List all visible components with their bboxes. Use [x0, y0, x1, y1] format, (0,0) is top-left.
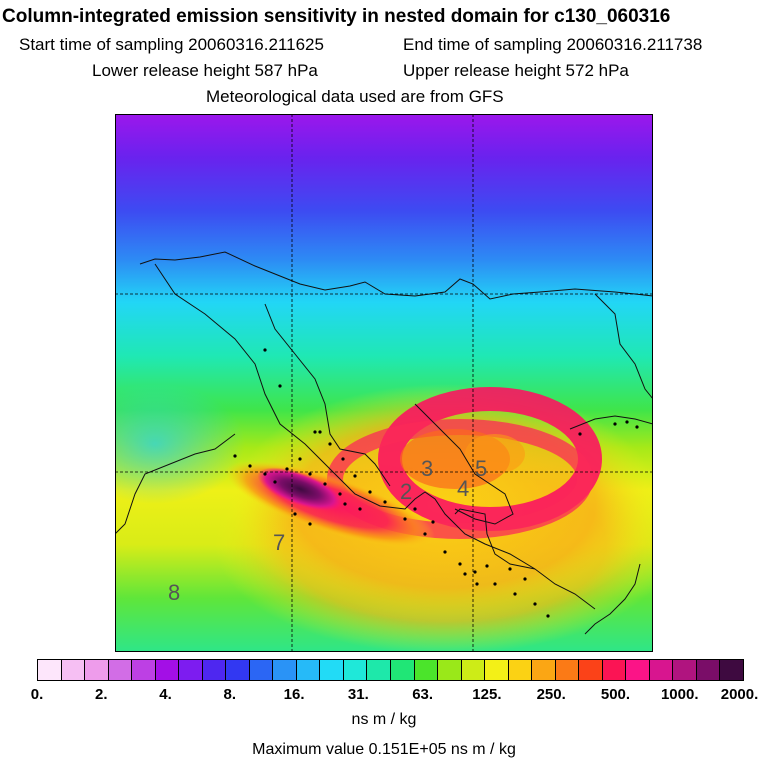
colorbar-tick-label: 1000. [660, 686, 699, 703]
colorbar-tick-label: 31. [347, 686, 369, 703]
colorbar-segment [179, 660, 203, 680]
colorbar-tick-label: 500. [600, 686, 631, 703]
map-frame [115, 114, 653, 652]
colorbar-segment [273, 660, 297, 680]
colorbar-segment [367, 660, 391, 680]
colorbar-tick-label: 250. [536, 686, 566, 703]
upper-release-label: Upper release height 572 hPa [403, 61, 629, 80]
colorbar-segment [226, 660, 250, 680]
colorbar-segment [626, 660, 650, 680]
colorbar-segment [320, 660, 344, 680]
colorbar-segment [602, 660, 627, 680]
colorbar-segment [555, 660, 580, 680]
colorbar-segment [414, 660, 439, 680]
colorbar-segment [155, 660, 180, 680]
end-time-label: End time of sampling 20060316.211738 [403, 35, 703, 54]
colorbar-segment [720, 660, 743, 680]
colorbar-tick-label: 125. [472, 686, 502, 703]
colorbar-ticks: 0. 2. 4. 8. 16. 31. 63. 125. 250. 500. 1000. 2000. [0, 686, 768, 706]
day-label-8: 8 [168, 580, 180, 605]
colorbar-segment [390, 660, 415, 680]
day-label-4: 4 [457, 476, 469, 501]
start-time-label: Start time of sampling 20060316.211625 [19, 35, 324, 54]
colorbar-segment [132, 660, 156, 680]
colorbar-segment [108, 660, 133, 680]
day-label-7: 7 [273, 530, 285, 555]
colorbar-segment [61, 660, 86, 680]
colorbar-tick-label: 4. [159, 686, 172, 703]
colorbar [37, 659, 744, 681]
colorbar-tick-label: 2. [95, 686, 108, 703]
met-data-label: Meteorological data used are from GFS [206, 87, 504, 106]
sensitivity-maximum [257, 467, 343, 511]
colorbar-segment [343, 660, 368, 680]
colorbar-segment [85, 660, 109, 680]
colorbar-tick-label: 63. [412, 686, 434, 703]
colorbar-units: ns m / kg [351, 711, 417, 728]
colorbar-segment [649, 660, 674, 680]
maximum-value-label: Maximum value 0.151E+05 ns m / kg [252, 741, 516, 758]
colorbar-segment [579, 660, 603, 680]
sensitivity-swirl [378, 387, 602, 531]
day-label-2: 2 [400, 479, 412, 504]
colorbar-tick-label: 0. [30, 686, 44, 703]
colorbar-segment [461, 660, 486, 680]
plot-title: Column-integrated emission sensitivity i… [2, 6, 671, 27]
colorbar-segment [249, 660, 274, 680]
colorbar-tick-label: 16. [283, 686, 305, 703]
lower-release-label: Lower release height 587 hPa [92, 61, 318, 80]
colorbar-segment [38, 660, 62, 680]
colorbar-segment [532, 660, 556, 680]
day-label-3: 3 [421, 456, 433, 481]
source-points [233, 348, 639, 618]
colorbar-segment [696, 660, 721, 680]
colorbar-segment [202, 660, 227, 680]
colorbar-tick-label: 2000. [720, 686, 759, 703]
colorbar-segment [296, 660, 321, 680]
colorbar-segment [508, 660, 533, 680]
sensitivity-map: 2 3 4 5 7 8 [115, 114, 653, 652]
colorbar-tick-label: 8. [223, 686, 237, 703]
colorbar-segment [438, 660, 462, 680]
colorbar-segment [485, 660, 509, 680]
day-label-5: 5 [475, 456, 487, 481]
colorbar-segment [673, 660, 697, 680]
